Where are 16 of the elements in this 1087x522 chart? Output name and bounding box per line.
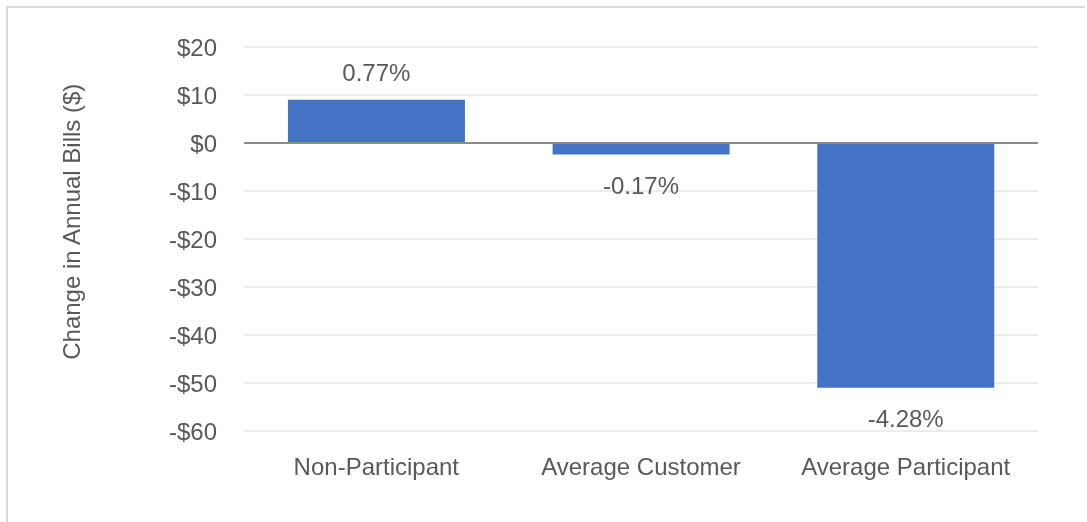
y-axis-title: Change in Annual Bills ($) <box>58 83 85 360</box>
annotation: 0.77% <box>342 58 411 86</box>
annotation: -0.17% <box>602 171 680 199</box>
y-tick-label: -$30 <box>168 273 217 301</box>
y-tick-label: -$50 <box>168 369 217 397</box>
annotation: -4.28% <box>867 404 944 432</box>
y-tick-label: $20 <box>176 33 217 61</box>
x-tick-label: Average Customer <box>541 453 741 481</box>
y-tick-label: $10 <box>176 81 217 109</box>
x-tick-label: Non-Participant <box>293 453 460 481</box>
x-tick-label: Average Participant <box>801 453 1011 481</box>
y-tick-label: -$40 <box>168 321 217 349</box>
y-tick-label: -$60 <box>168 417 217 445</box>
y-tick-label: $0 <box>190 129 217 157</box>
y-tick-label: -$10 <box>168 177 217 205</box>
y-tick-label: -$20 <box>168 225 217 253</box>
